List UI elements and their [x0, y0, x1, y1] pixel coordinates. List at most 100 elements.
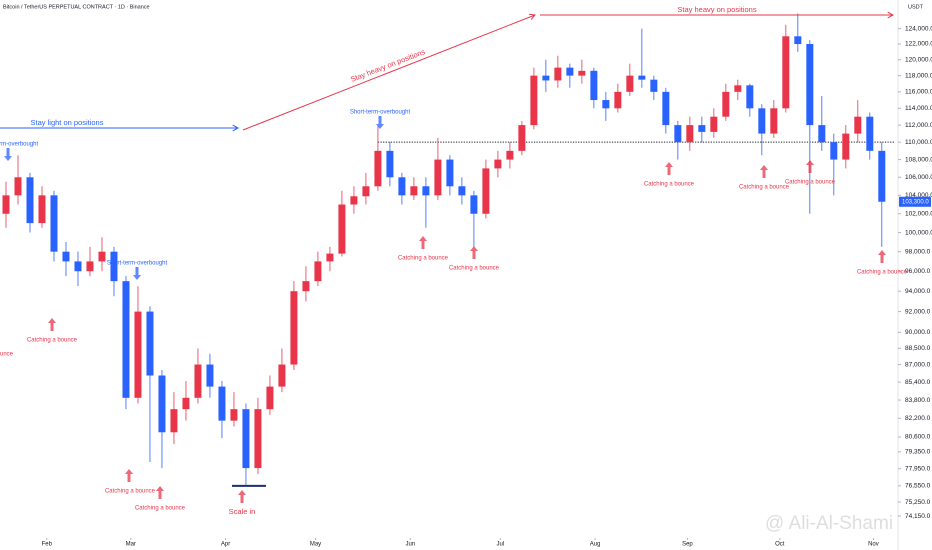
- candle-body: [146, 311, 154, 376]
- marker-stem: [472, 251, 476, 259]
- marker-head: [48, 318, 56, 323]
- candle-body: [230, 409, 238, 421]
- candle-body: [422, 186, 430, 196]
- x-tick-label: May: [310, 542, 321, 548]
- x-tick-label: Oct: [775, 542, 785, 548]
- candle-body: [338, 204, 346, 254]
- annotation: Stay heavy on positions: [677, 5, 756, 14]
- candle-body: [626, 75, 634, 92]
- candle-body: [506, 150, 514, 160]
- annotation: Catching a bounce: [739, 185, 790, 191]
- candle-body: [698, 125, 706, 132]
- watermark: @ Ali-Al-Shami: [765, 513, 893, 534]
- candle-body: [62, 251, 70, 262]
- y-tick-label: 90,000.0: [905, 329, 931, 336]
- candle-body: [578, 70, 586, 76]
- marker-head: [806, 160, 814, 165]
- annotation: Catching a bounce: [0, 352, 14, 358]
- y-tick-label: 100,000.0: [905, 229, 932, 236]
- x-tick-label: Nov: [868, 542, 879, 548]
- y-tick-label: 112,000.0: [905, 122, 932, 129]
- candle-body: [326, 253, 334, 262]
- candle-body: [614, 91, 622, 109]
- x-tick-label: Mar: [126, 542, 136, 548]
- y-tick-label: 79,350.0: [905, 449, 931, 456]
- candle-body: [470, 195, 478, 214]
- candle-body: [86, 261, 94, 272]
- candle-body: [794, 36, 802, 45]
- x-tick-label: Jun: [405, 542, 415, 548]
- candle-body: [266, 386, 274, 410]
- y-tick-label: 83,800.0: [905, 397, 931, 404]
- candle-body: [134, 311, 142, 398]
- price-tag: [899, 196, 931, 207]
- y-tick-label: 76,550.0: [905, 483, 931, 490]
- candle-body: [218, 386, 226, 421]
- candle-body: [674, 125, 682, 143]
- candle-body: [590, 70, 598, 101]
- candle-body: [878, 150, 886, 202]
- y-tick-label: 108,000.0: [905, 156, 932, 163]
- chart-title: Bitcoin / TetherUS PERPETUAL CONTRACT · …: [3, 4, 150, 10]
- candle-body: [314, 261, 322, 282]
- candle-body: [482, 168, 490, 214]
- y-tick-label: 77,950.0: [905, 465, 931, 472]
- marker-head: [156, 486, 164, 491]
- candle-body: [854, 116, 862, 134]
- marker-head: [878, 250, 886, 255]
- candle-body: [254, 409, 262, 469]
- candle-body: [566, 67, 574, 76]
- annotation: Scale in: [229, 507, 256, 516]
- y-tick-label: 88,500.0: [905, 345, 931, 352]
- annotation: Catching a bounce: [135, 506, 186, 512]
- marker-stem: [762, 170, 766, 178]
- x-tick-label: Apr: [221, 542, 230, 548]
- candle-body: [14, 177, 22, 196]
- candle-body: [650, 79, 658, 92]
- candle-body: [26, 177, 34, 224]
- marker-stem: [6, 148, 10, 156]
- annotation: Catching a bounce: [857, 270, 908, 276]
- price-tag-label: 103,300.0: [902, 199, 929, 205]
- marker-head: [4, 156, 12, 161]
- y-tick-label: 122,000.0: [905, 41, 932, 48]
- candle-body: [50, 195, 58, 252]
- y-tick-label: 106,000.0: [905, 174, 932, 181]
- y-tick-label: 110,000.0: [905, 139, 932, 146]
- annotation: Stay light on positions: [31, 118, 104, 127]
- marker-stem: [50, 323, 54, 331]
- marker-head: [376, 124, 384, 129]
- candle-body: [638, 75, 646, 80]
- candle-body: [194, 364, 202, 398]
- arrow-head: [528, 13, 536, 20]
- y-tick-label: 124,000.0: [905, 25, 932, 32]
- candle-body: [734, 85, 742, 92]
- marker-head: [419, 236, 427, 241]
- candle-body: [38, 195, 46, 224]
- annotation: Catching a bounce: [644, 182, 695, 188]
- y-tick-label: 120,000.0: [905, 56, 932, 63]
- marker-head: [238, 490, 246, 495]
- candle-body: [350, 196, 358, 205]
- candle-body: [434, 159, 442, 196]
- candle-body: [662, 91, 670, 126]
- candle-body: [410, 186, 418, 196]
- candle-body: [302, 281, 310, 292]
- y-tick-label: 98,000.0: [905, 248, 931, 255]
- candle-body: [398, 177, 406, 196]
- y-tick-label: 94,000.0: [905, 288, 931, 295]
- marker-stem: [808, 165, 812, 173]
- y-tick-label: 96,000.0: [905, 268, 931, 275]
- y-tick-label: 118,000.0: [905, 72, 932, 79]
- annotation: Catching a bounce: [785, 180, 836, 186]
- candle-body: [518, 125, 526, 151]
- y-tick-label: 85,400.0: [905, 379, 931, 386]
- candle-body: [686, 125, 694, 143]
- candle-body: [542, 75, 550, 81]
- candle-body: [866, 116, 874, 151]
- marker-stem: [378, 116, 382, 124]
- candle-body: [386, 150, 394, 178]
